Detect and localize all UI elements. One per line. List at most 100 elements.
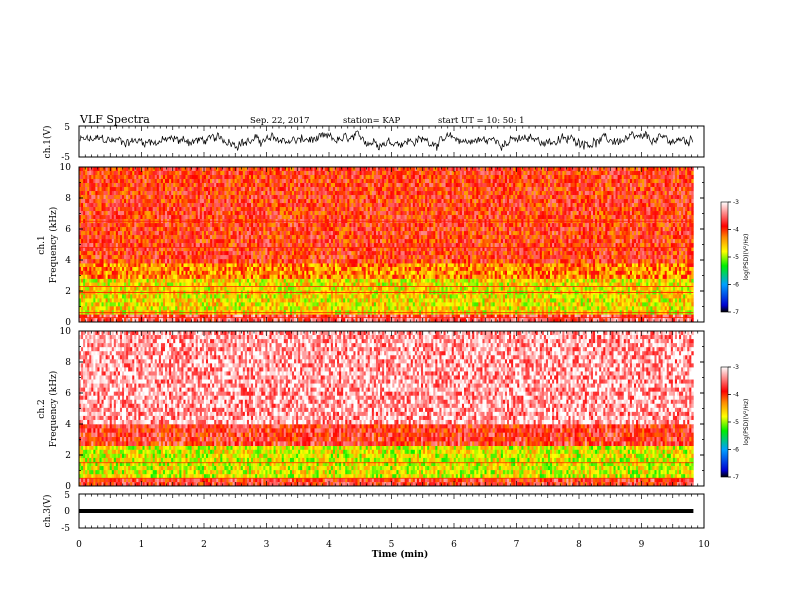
spectrogram-cell (208, 302, 210, 306)
spectrogram-cell (429, 298, 431, 302)
spectrogram-cell (296, 287, 298, 291)
spectrogram-cell (372, 271, 374, 275)
spectrogram-cell (525, 275, 527, 279)
spectrogram-cell (568, 294, 570, 298)
spectrogram-cell (513, 271, 515, 275)
spectrogram-cell (532, 279, 534, 283)
spectrogram-cell (298, 287, 300, 291)
spectrogram-cell (255, 302, 257, 306)
spectrogram-cell (333, 298, 335, 302)
spectrogram-cell (93, 211, 95, 215)
spectrogram-cell (331, 314, 333, 318)
spectrogram-cell (603, 271, 605, 275)
spectrogram-cell (321, 306, 323, 310)
spectrogram-cell (229, 294, 231, 298)
spectrogram-cell (241, 267, 243, 271)
spectrogram-cell (218, 275, 220, 279)
spectrogram-cell (611, 267, 613, 271)
spectrogram-cell (640, 263, 642, 267)
spectrogram-cell (220, 271, 222, 275)
spectrogram-cell (177, 306, 179, 310)
spectrogram-cell (108, 255, 110, 259)
spectrogram-cell (97, 271, 99, 275)
spectrogram-cell (269, 271, 271, 275)
spectrogram-cell (429, 287, 431, 291)
spectrogram-cell (102, 235, 104, 239)
spectrogram-cell (108, 207, 110, 211)
spectrogram-cell (632, 275, 634, 279)
spectrogram-cell (304, 302, 306, 306)
spectrogram-cell (251, 275, 253, 279)
spectrogram-cell (323, 294, 325, 298)
spectrogram-cell (239, 302, 241, 306)
spectrogram-cell (312, 298, 314, 302)
spectrogram-cell (556, 294, 558, 298)
spectrogram-cell (93, 167, 95, 171)
spectrogram-cell (321, 263, 323, 267)
spectrogram-cell (253, 314, 255, 318)
spectrogram-cell (329, 302, 331, 306)
spectrogram-cell (519, 267, 521, 271)
spectrogram-cell (292, 314, 294, 318)
spectrogram-cell (261, 306, 263, 310)
spectrogram-cell (206, 287, 208, 291)
spectrogram-cell (360, 302, 362, 306)
spectrogram-cell (83, 195, 85, 199)
spectrogram-cell (603, 275, 605, 279)
spectrogram-cell (104, 263, 106, 267)
spectrogram-cell (411, 287, 413, 291)
spectrogram-cell (171, 275, 173, 279)
spectrogram-cell (229, 263, 231, 267)
spectrogram-cell (650, 271, 652, 275)
spectrogram-cell (431, 302, 433, 306)
spectrogram-cell (620, 298, 622, 302)
spectrogram-cell (108, 294, 110, 298)
spectrogram-cell (548, 294, 550, 298)
spectrogram-cell (386, 314, 388, 318)
spectrogram-cell (216, 314, 218, 318)
spectrogram-cell (241, 294, 243, 298)
spectrogram-cell (220, 279, 222, 283)
spectrogram-cell (102, 287, 104, 291)
spectrogram-cell (142, 275, 144, 279)
spectrogram-cell (91, 251, 93, 255)
spectrogram-cell (239, 267, 241, 271)
spectrogram-cell (151, 279, 153, 283)
spectrogram-cell (110, 287, 112, 291)
spectrogram-cell (468, 275, 470, 279)
spectrogram-cell (95, 211, 97, 215)
spectrogram-cell (212, 279, 214, 283)
spectrogram-cell (415, 275, 417, 279)
spectrogram-cell (89, 251, 91, 255)
spectrogram-cell (147, 314, 149, 318)
spectrogram-cell (595, 302, 597, 306)
spectrogram-cell (556, 306, 558, 310)
spectrogram-cell (81, 298, 83, 302)
spectrogram-cell (413, 271, 415, 275)
spectrogram-cell (435, 306, 437, 310)
spectrogram-cell (503, 294, 505, 298)
spectrogram-cell (534, 287, 536, 291)
spectrogram-cell (382, 302, 384, 306)
spectrogram-cell (181, 314, 183, 318)
spectrogram-cell (93, 187, 95, 191)
spectrogram-cell (134, 279, 136, 283)
spectrogram-cell (534, 294, 536, 298)
spectrogram-cell (591, 279, 593, 283)
spectrogram-cell (573, 267, 575, 271)
spectrogram-cell (398, 267, 400, 271)
spectrogram-cell (292, 302, 294, 306)
spectrogram-cell (153, 298, 155, 302)
spectrogram-cell (110, 251, 112, 255)
spectrogram-cell (104, 195, 106, 199)
spectrogram-cell (272, 314, 274, 318)
spectrogram-cell (349, 287, 351, 291)
spectrogram-cell (89, 294, 91, 298)
spectrogram-cell (519, 314, 521, 318)
spectrogram-cell (104, 287, 106, 291)
spectrogram-cell (247, 298, 249, 302)
spectrogram-cell (587, 294, 589, 298)
spectrogram-cell (609, 302, 611, 306)
spectrogram-cell (335, 294, 337, 298)
spectrogram-cell (247, 302, 249, 306)
